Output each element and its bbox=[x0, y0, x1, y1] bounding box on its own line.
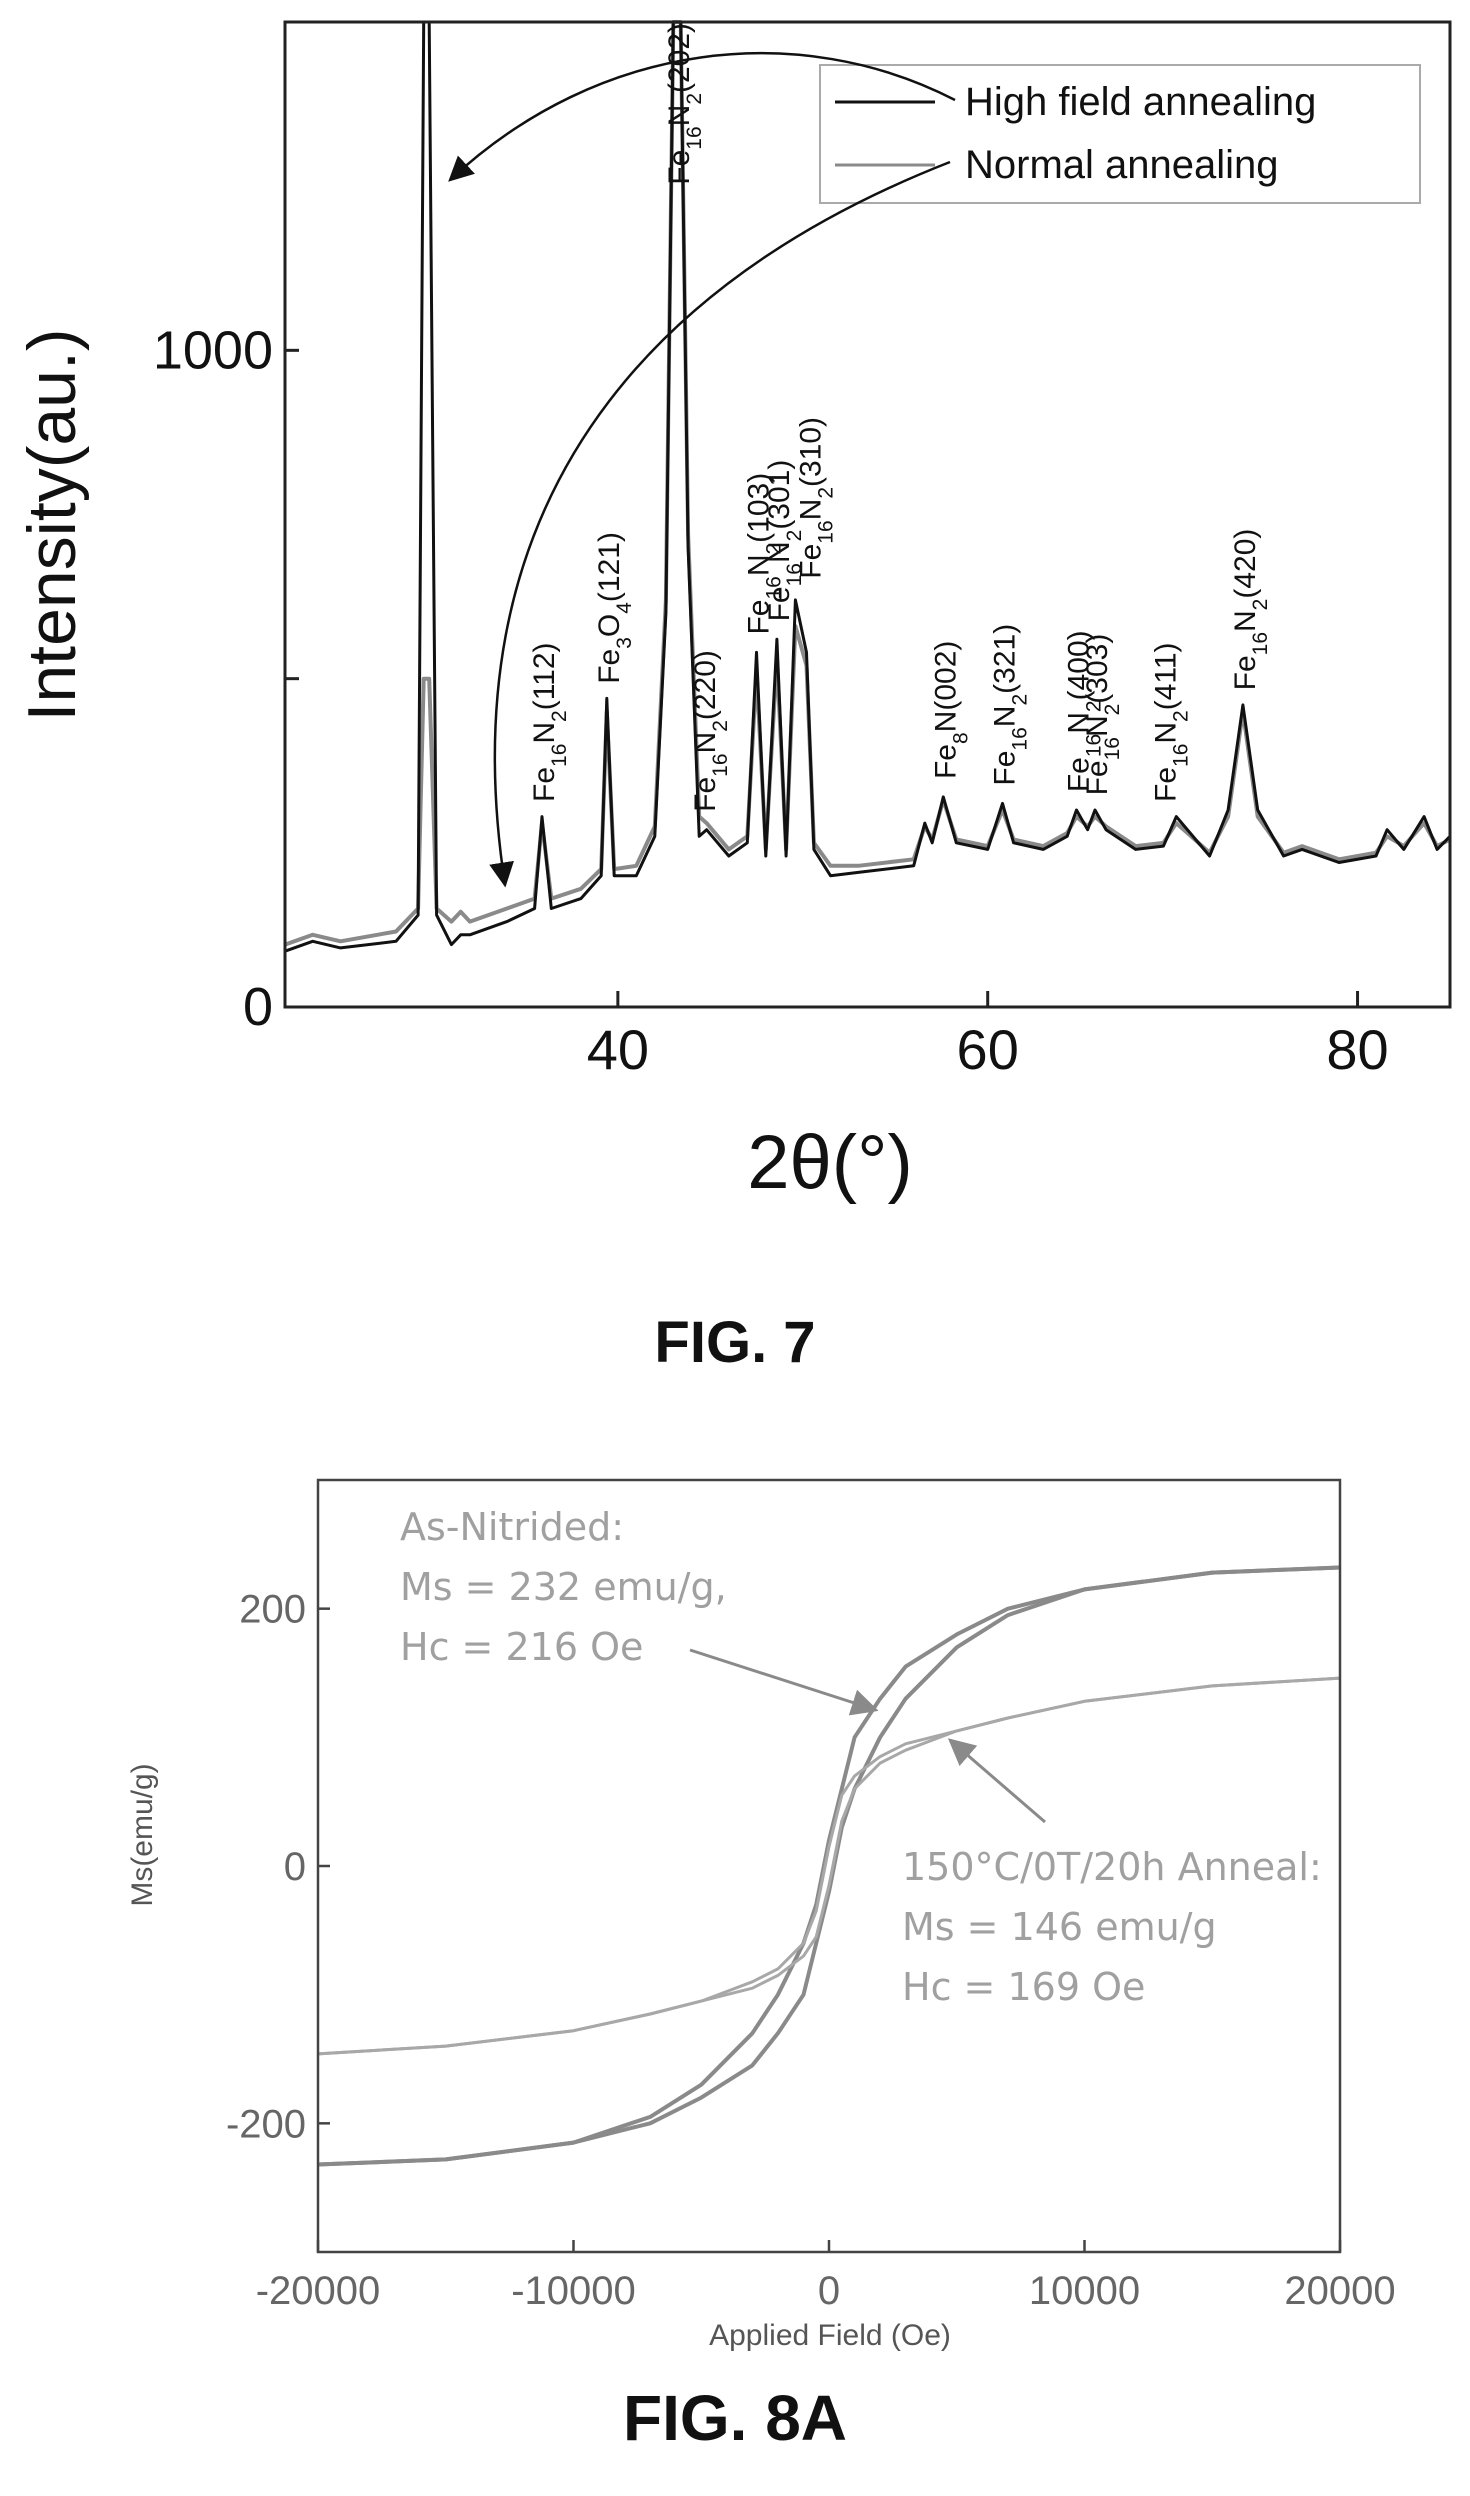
xrd-peak-label-5: Fe16N2(301) bbox=[763, 460, 806, 622]
xrd-peak-label-11: Fe16N2(411) bbox=[1149, 642, 1192, 802]
anneal-annotation: 150°C/0T/20h Anneal: Ms = 146 emu/g Hc =… bbox=[902, 1845, 1322, 2009]
fig8a-caption: FIG. 8A bbox=[623, 2382, 847, 2454]
as-nitrided-arrow bbox=[689, 1648, 879, 1716]
xrd-legend-high-field: High field annealing bbox=[965, 80, 1316, 124]
xrd-legend-normal: Normal annealing bbox=[965, 143, 1279, 187]
hysteresis-chart: -20000 -10000 0 10000 20000 -200 0 200 As-Nitri… bbox=[126, 1478, 1396, 2352]
hyst-ticks: -20000 -10000 0 10000 20000 -200 0 200 bbox=[226, 1588, 1396, 2313]
xrd-series-normal bbox=[284, 20, 1451, 947]
hyst-x-axis-label: Applied Field (Oe) bbox=[709, 2319, 951, 2352]
xrd-arrow-normal bbox=[489, 160, 951, 888]
fig7-caption: FIG. 7 bbox=[654, 1310, 815, 1375]
xrd-series-high-field bbox=[284, 20, 1452, 953]
hyst-y-tick-label-0: -200 bbox=[226, 2102, 306, 2146]
hyst-series bbox=[317, 1565, 1341, 2167]
hyst-x-tick-label-2: 0 bbox=[818, 2269, 840, 2313]
hyst-plot-frame bbox=[316, 1478, 1342, 2254]
anneal-arrow bbox=[947, 1738, 1046, 1824]
xrd-series bbox=[284, 20, 1452, 953]
xrd-x-tick-label-0: 40 bbox=[587, 1018, 649, 1081]
xrd-peak-label-1: Fe3O4(121) bbox=[593, 532, 636, 684]
xrd-x-axis-label: 2θ(°) bbox=[747, 1120, 913, 1205]
hyst-x-tick-label-4: 20000 bbox=[1284, 2269, 1395, 2313]
xrd-peak-label-3: Fe16N2(202) bbox=[663, 23, 706, 185]
xrd-legend: High field annealing Normal annealing bbox=[819, 64, 1421, 204]
hyst-x-tick-label-0: -20000 bbox=[256, 2269, 381, 2313]
hyst-y-axis-label: Ms(emu/g) bbox=[126, 1763, 159, 1906]
xrd-peak-label-6: Fe16N2(310) bbox=[794, 417, 837, 579]
anneal-line-3: Hc = 169 Oe bbox=[902, 1965, 1145, 2009]
xrd-peak-label-4: Fe16N2(103) bbox=[743, 473, 786, 635]
xrd-peak-label-2: Fe16N2(220) bbox=[689, 650, 732, 812]
hyst-y-tick-label-1: 0 bbox=[284, 1845, 306, 1889]
xrd-peak-labels: Fe16N2(112) Fe3O4(121) Fe16N2(220) Fe16N2(2… bbox=[528, 23, 1271, 812]
xrd-legend-box bbox=[819, 64, 1421, 204]
xrd-peak-label-0: Fe16N2(112) bbox=[528, 642, 571, 802]
xrd-y-tick-label-0: 0 bbox=[243, 977, 273, 1037]
hyst-loop-branch-1 bbox=[317, 1565, 1341, 2167]
xrd-peak-label-9: Fe16N2(400) bbox=[1062, 630, 1105, 792]
anneal-line-1: 150°C/0T/20h Anneal: bbox=[902, 1845, 1322, 1889]
xrd-plot-frame bbox=[283, 20, 1452, 1009]
xrd-y-tick-label-1: 1000 bbox=[153, 320, 273, 380]
as-nitrided-line-3: Hc = 216 Oe bbox=[400, 1625, 643, 1669]
hyst-x-tick-label-1: -10000 bbox=[511, 2269, 636, 2313]
xrd-x-tick-label-2: 80 bbox=[1326, 1018, 1388, 1081]
xrd-peak-label-10: Fe16N2(303) bbox=[1081, 634, 1124, 796]
hyst-loop-branch-0 bbox=[317, 1565, 1341, 2167]
xrd-x-tick-label-1: 60 bbox=[957, 1018, 1019, 1081]
xrd-peak-label-7: Fe8N(002) bbox=[929, 641, 972, 779]
xrd-peak-label-12: Fe16N2(420) bbox=[1229, 529, 1272, 691]
xrd-peak-label-8: Fe16N2(321) bbox=[988, 624, 1031, 786]
hyst-loop-branch-3 bbox=[317, 1676, 1341, 2056]
as-nitrided-annotation: As-Nitrided: Ms = 232 emu/g, Hc = 216 Oe bbox=[400, 1505, 727, 1669]
as-nitrided-line-1: As-Nitrided: bbox=[400, 1505, 624, 1549]
xrd-arrow-high-field bbox=[448, 52, 956, 182]
as-nitrided-line-2: Ms = 232 emu/g, bbox=[400, 1565, 727, 1609]
xrd-ticks: 40 60 80 0 1000 bbox=[153, 320, 1389, 1081]
hyst-y-tick-label-2: 200 bbox=[239, 1588, 306, 1632]
anneal-line-2: Ms = 146 emu/g bbox=[902, 1905, 1217, 1949]
xrd-y-axis-label: Intensity(au.) bbox=[14, 328, 90, 721]
hyst-x-tick-label-3: 10000 bbox=[1029, 2269, 1140, 2313]
